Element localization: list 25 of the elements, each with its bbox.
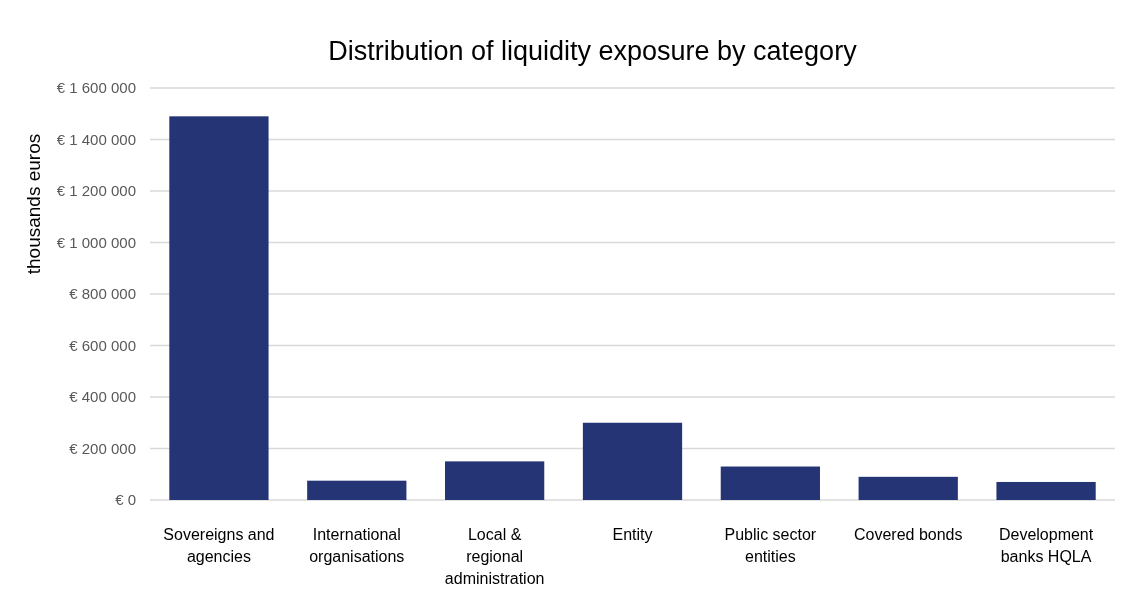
bar (307, 480, 407, 500)
chart-title: Distribution of liquidity exposure by category (328, 36, 858, 66)
y-tick-label: € 0 (115, 491, 136, 509)
x-tick-label: Covered bonds (853, 526, 963, 543)
y-tick-label: € 800 000 (69, 285, 136, 303)
x-tick-label: Development banks HQLA (998, 526, 1094, 565)
y-tick-label: € 1 400 000 (56, 130, 136, 148)
y-tick-label: € 400 000 (69, 388, 136, 406)
x-tick-label: Sovereigns and agencies (163, 526, 275, 565)
bar (858, 476, 958, 500)
bar (996, 481, 1096, 500)
bar (169, 116, 269, 500)
y-tick-label: € 1 600 000 (56, 79, 136, 97)
y-axis-title: thousands euros (23, 133, 44, 275)
x-tick-label: Local & regional administration (444, 526, 545, 587)
bar (582, 422, 683, 500)
x-tick-label: International organisations (309, 526, 405, 565)
y-tick-label: € 1 200 000 (56, 182, 136, 200)
y-tick-label: € 600 000 (69, 336, 136, 354)
y-tick-label: € 200 000 (69, 439, 136, 457)
bar (445, 461, 545, 500)
x-tick-label: Public sector entities (724, 526, 817, 565)
bar (720, 466, 820, 500)
x-tick-label: Entity (612, 526, 653, 543)
y-tick-label: € 1 000 000 (56, 233, 136, 251)
